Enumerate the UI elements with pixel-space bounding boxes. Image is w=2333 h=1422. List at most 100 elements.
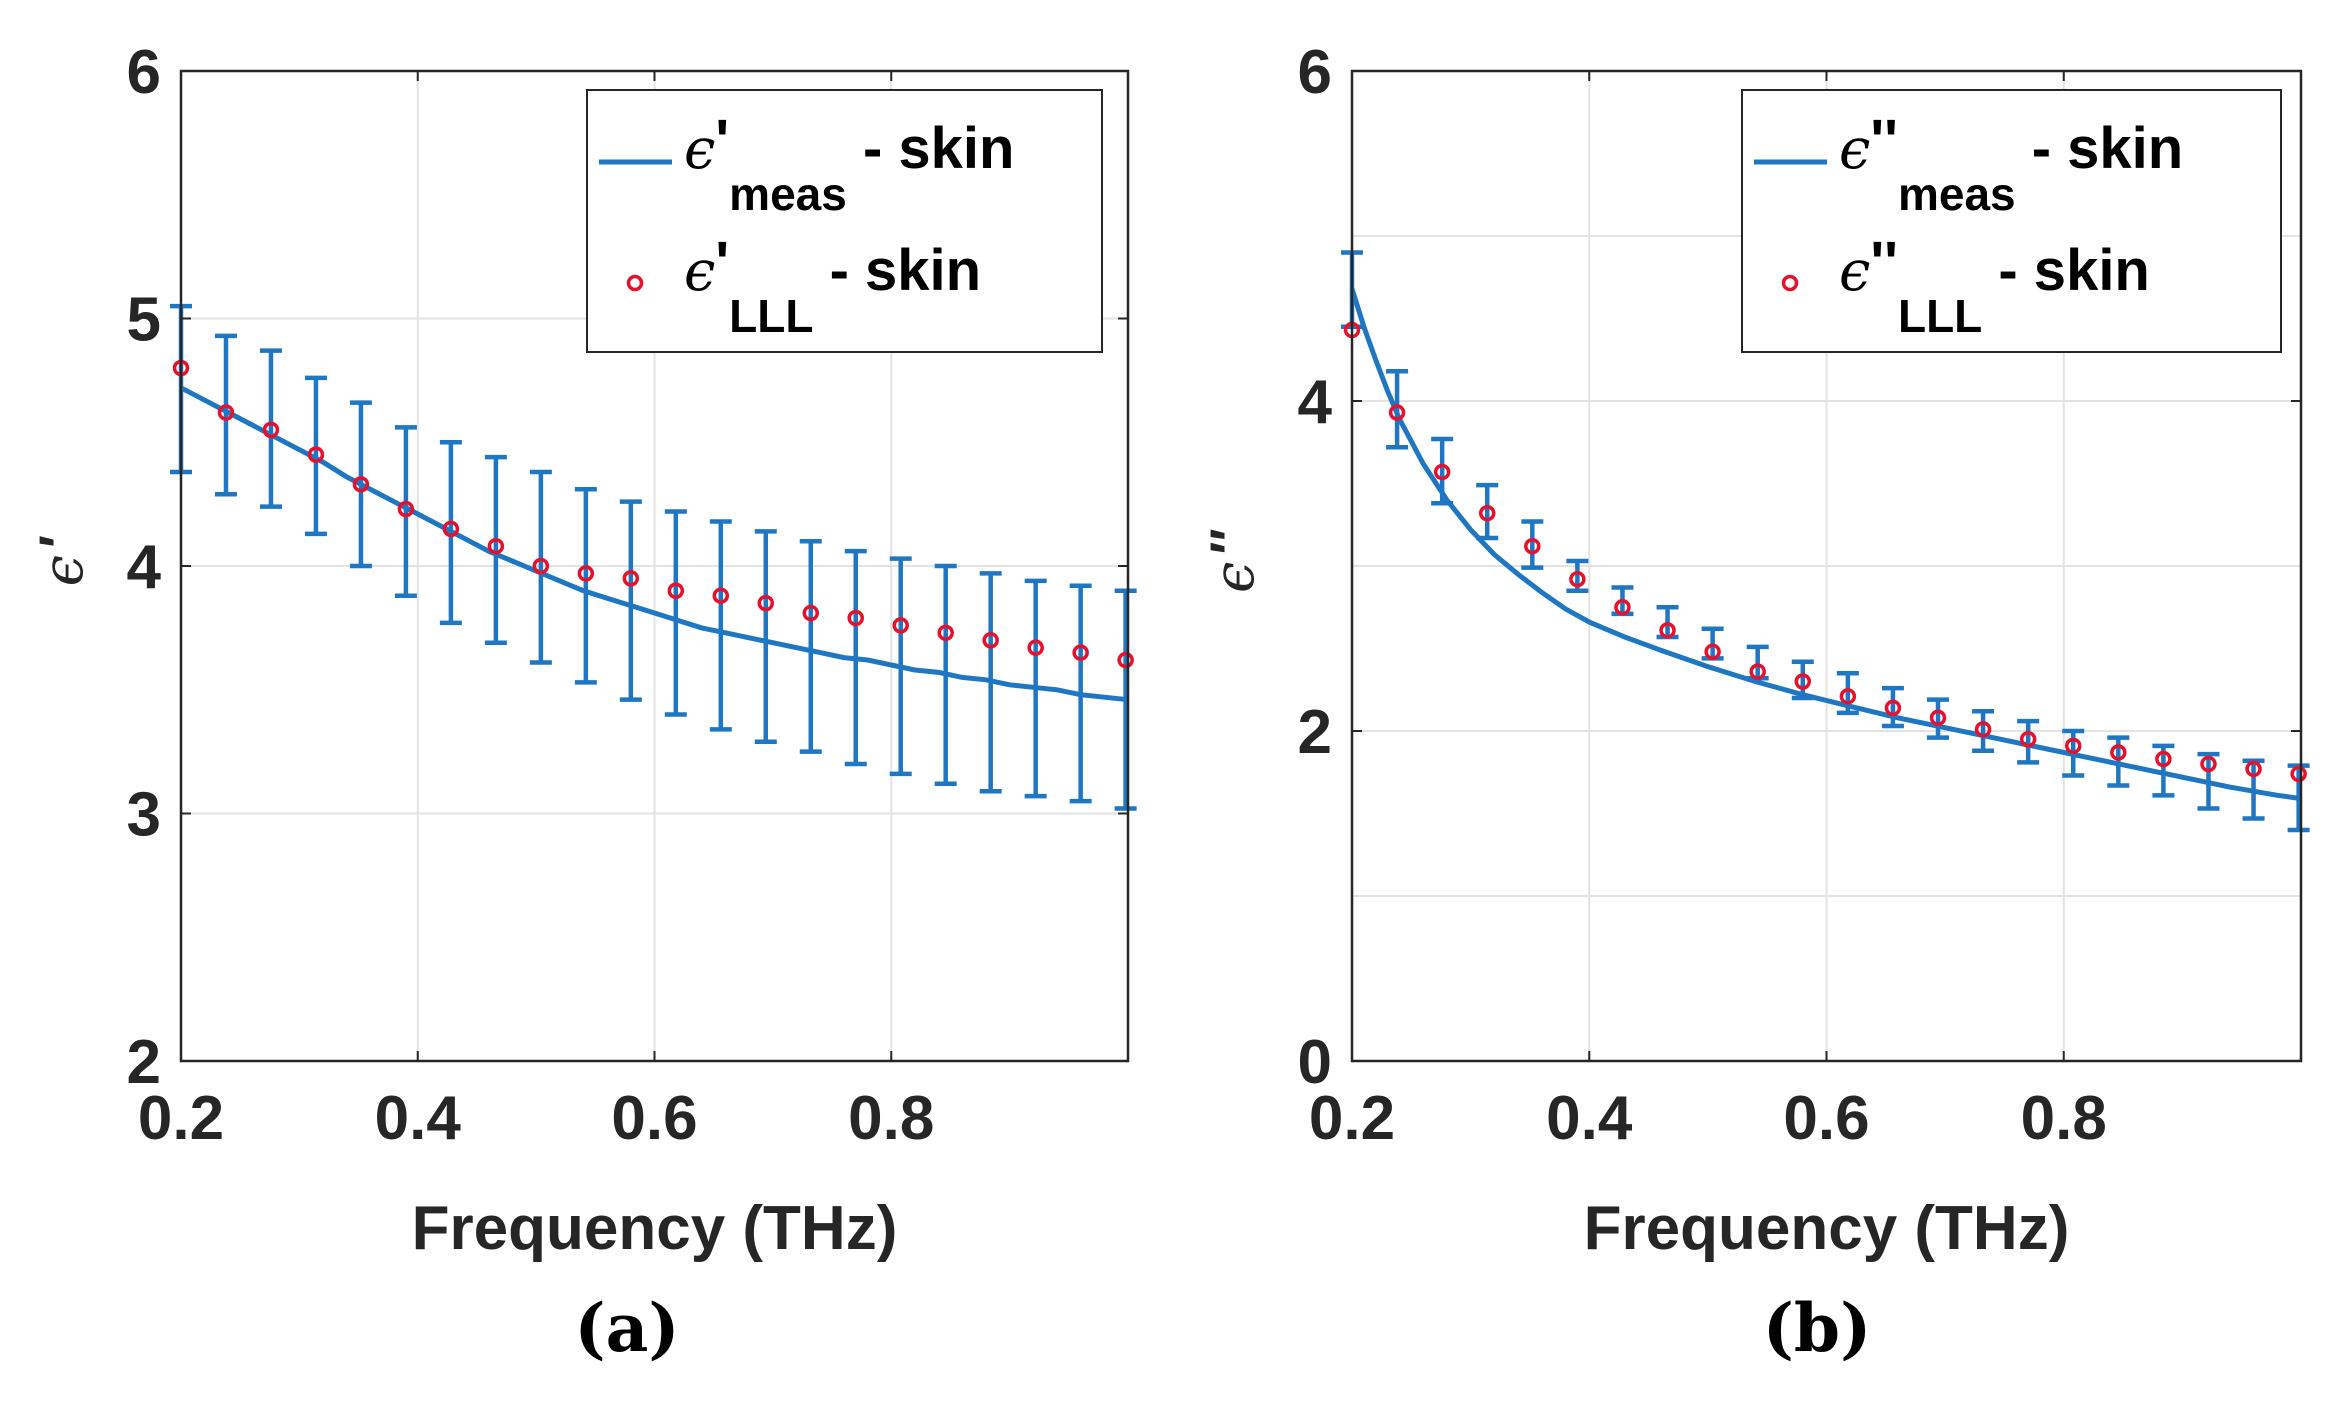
error-bar (934, 563, 957, 787)
marker-lll (1794, 673, 1812, 690)
error-bar (1114, 588, 1137, 811)
marker-lll (1524, 537, 1541, 555)
marker-lll (1117, 651, 1134, 669)
y-tick-label: 2 (127, 1028, 161, 1097)
legend-marker-sample (626, 274, 644, 292)
error-bar (2017, 718, 2040, 765)
error-bar (304, 375, 327, 537)
y-tick-label: 2 (1298, 698, 1332, 767)
panel-label: (a) (574, 1289, 679, 1367)
error-bar (664, 509, 687, 717)
legend-entry-label: ϵ'LLL - skin (684, 230, 981, 342)
marker-lll (1884, 699, 1902, 717)
marker-lll (1072, 644, 1089, 661)
marker-lll (1614, 599, 1631, 616)
x-axis-label: Frequency (THz) (1584, 1194, 2070, 1263)
error-bar (1521, 519, 1544, 570)
marker-lll (1749, 663, 1766, 680)
error-bar (1881, 685, 1904, 729)
legend-box (586, 89, 1103, 353)
chart-panel-b: 0.2 0.4 0.6 0.8 0 2 4 6 Frequency (THz) ϵ'' ϵ''mea… (1198, 38, 2310, 1367)
marker-lll (982, 632, 999, 649)
marker-lll (1839, 688, 1857, 705)
marker-lll (217, 404, 235, 421)
error-bar (709, 519, 732, 732)
y-tick-label: 6 (1298, 38, 1332, 107)
marker-lll (802, 604, 820, 622)
legend-entry-label: ϵ'meas - skin (684, 108, 1014, 220)
x-tick-label: 0.6 (611, 1084, 697, 1153)
error-bar (529, 469, 552, 665)
error-bar (394, 425, 417, 598)
error-bar (1972, 708, 1995, 754)
legend-entry-label: ϵ''LLL - skin (1839, 230, 2150, 342)
error-bar (349, 400, 372, 569)
error-bar (889, 556, 912, 777)
marker-lll (2019, 731, 2037, 748)
marker-lll (1433, 463, 1451, 481)
error-bar (259, 348, 282, 509)
x-tick-label: 0.6 (1783, 1084, 1869, 1153)
legend-marker-sample (1781, 274, 1799, 292)
series-line-meas (179, 385, 1129, 703)
marker-lll (532, 557, 550, 575)
marker-lll (442, 520, 460, 538)
y-tick-label: 6 (127, 38, 161, 107)
x-axis-label: Frequency (THz) (412, 1194, 898, 1263)
marker-lll (2064, 737, 2082, 755)
marker-lll (1388, 404, 1406, 421)
marker-lll (577, 565, 595, 582)
x-tick-label: 0.8 (2021, 1084, 2107, 1153)
error-bar (1476, 482, 1499, 541)
marker-lll (1659, 622, 1676, 639)
marker-lll (2290, 765, 2307, 783)
marker-lll (2245, 760, 2262, 778)
marker-lll (2200, 755, 2217, 773)
x-tick-label: 0.2 (1309, 1084, 1395, 1153)
y-tick-label: 3 (127, 781, 161, 850)
x-tick-label: 0.8 (848, 1084, 934, 1153)
error-bar (439, 440, 462, 626)
error-bar (214, 333, 237, 497)
marker-lll (937, 624, 954, 642)
marker-lll (1704, 643, 1721, 661)
error-bar (619, 499, 642, 702)
y-tick-label: 4 (127, 533, 162, 602)
marker-lll (1929, 709, 1947, 727)
y-axis-label: ϵ'' (1198, 529, 1267, 593)
marker-lll (1027, 639, 1044, 656)
marker-lll (2155, 750, 2172, 768)
marker-lll (397, 500, 415, 518)
x-tick-label: 0.4 (1546, 1084, 1633, 1153)
panel-label: (b) (1763, 1289, 1872, 1367)
chart-panel-a: 0.2 0.4 0.6 0.8 2 3 4 5 6 Frequency (THz) ϵ' ϵ'meas… (27, 38, 1137, 1367)
marker-lll (1569, 570, 1586, 588)
y-tick-label: 5 (127, 286, 161, 355)
marker-lll (352, 476, 370, 493)
marker-lll (622, 570, 640, 587)
x-tick-label: 0.2 (138, 1084, 224, 1153)
error-bar (1927, 697, 1950, 740)
x-tick-label: 0.4 (375, 1084, 462, 1153)
marker-lll (667, 582, 685, 599)
marker-lll (307, 446, 325, 463)
error-bar (484, 454, 507, 645)
legend-box (1741, 89, 2282, 353)
y-tick-label: 4 (1298, 368, 1333, 437)
error-bar (1069, 583, 1092, 804)
y-tick-label: 0 (1298, 1028, 1332, 1097)
marker-lll (712, 587, 730, 604)
error-bar (1836, 671, 1859, 716)
legend-entry-label: ϵ''meas - skin (1839, 108, 2183, 220)
error-bar (574, 487, 597, 685)
marker-lll (757, 594, 775, 612)
error-bar (1791, 659, 1814, 701)
error-bar (844, 548, 867, 767)
series-line-meas (1349, 288, 2302, 802)
marker-lll (2110, 744, 2127, 761)
marker-lll (847, 609, 864, 627)
error-bar (1431, 436, 1454, 506)
